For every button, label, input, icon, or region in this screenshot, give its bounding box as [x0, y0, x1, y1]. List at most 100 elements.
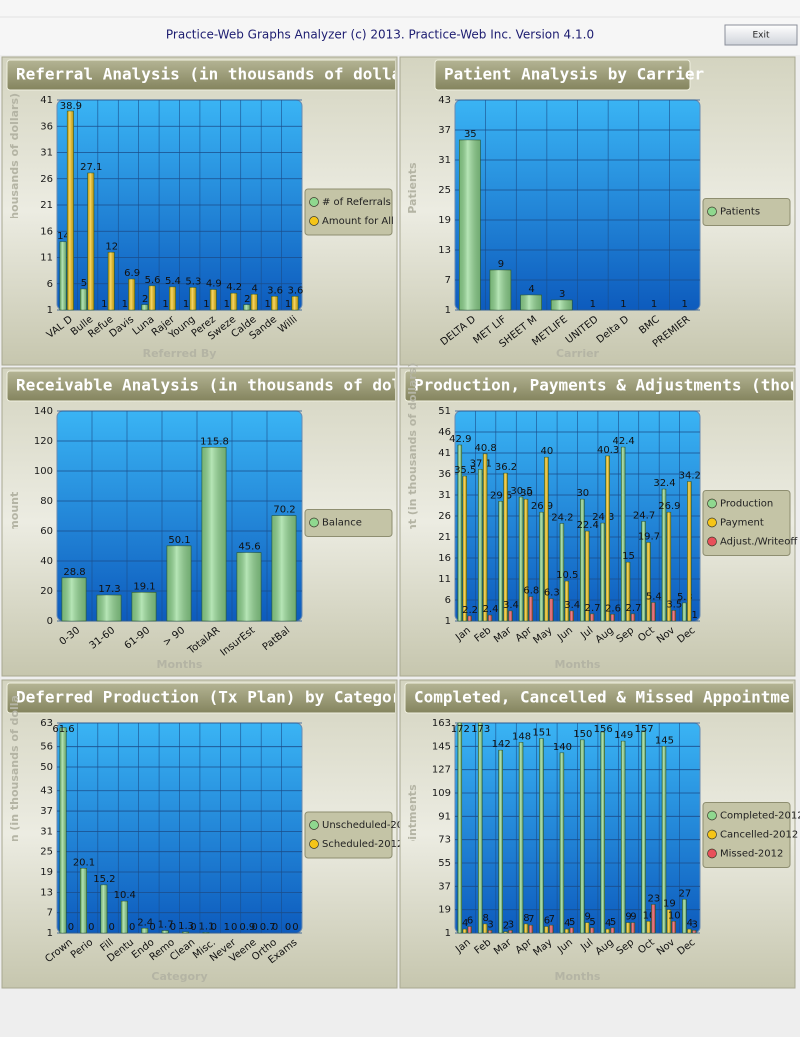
value-label: 6.3	[544, 588, 560, 599]
value-label: 142	[492, 739, 511, 750]
value-label: 0	[190, 922, 196, 933]
y-tick-label: 1	[445, 616, 451, 627]
value-label: 151	[532, 728, 551, 739]
bar-shade	[202, 447, 226, 621]
bar-shade	[606, 456, 610, 621]
bar-shade	[80, 289, 86, 310]
y-tick-label: 26	[40, 174, 53, 185]
y-tick-label: 13	[438, 245, 451, 256]
legend-swatch	[708, 849, 717, 858]
bar-shade	[601, 732, 605, 933]
value-label: 40.3	[597, 445, 619, 456]
bar-shade	[121, 901, 127, 933]
title-tab: Deferred Production (Tx Plan) by Categor…	[7, 683, 411, 713]
bar-shade	[488, 615, 492, 621]
value-label: 157	[635, 724, 654, 735]
bar-shade	[508, 611, 512, 621]
x-axis-label: Months	[555, 970, 601, 983]
bar-shade	[478, 723, 482, 933]
legend-box	[305, 189, 392, 235]
bar-shade	[271, 296, 277, 310]
bar-shade	[647, 921, 651, 933]
chart-panel: Patient Analysis by Carrier1713192531374…	[400, 57, 795, 365]
value-label: 0	[88, 922, 94, 933]
bar-shade	[169, 287, 175, 310]
y-tick-label: 80	[40, 496, 53, 507]
x-axis-label: Carrier	[556, 347, 600, 360]
value-label: 35.5	[454, 465, 476, 476]
y-tick-label: 56	[40, 742, 53, 753]
bar-shade	[490, 270, 511, 310]
y-tick-label: 145	[432, 741, 451, 752]
value-label: 5.4	[165, 276, 181, 287]
value-label: 34.2	[679, 471, 701, 482]
value-label: 10.4	[114, 890, 136, 901]
y-tick-label: 55	[438, 858, 451, 869]
bar-shade	[524, 924, 528, 933]
y-tick-label: 36	[40, 121, 53, 132]
value-label: 36.2	[495, 462, 517, 473]
bar-shade	[132, 592, 156, 621]
value-label: 3.5	[666, 600, 682, 611]
y-tick-label: 31	[438, 155, 451, 166]
value-label: 30	[576, 488, 589, 499]
chart-title: Completed, Cancelled & Missed Appointme	[414, 688, 790, 707]
value-label: 50.1	[168, 535, 190, 546]
value-label: 7	[528, 914, 534, 925]
y-tick-label: 25	[438, 185, 451, 196]
bar-shade	[651, 904, 655, 933]
bar-shade	[508, 930, 512, 933]
bar-shade	[499, 750, 503, 933]
y-tick-label: 109	[432, 788, 451, 799]
chart-title: Receivable Analysis (in thousands of dol…	[16, 376, 430, 395]
value-label: 0	[272, 922, 278, 933]
value-label: 6	[467, 916, 473, 927]
bar-shade	[692, 930, 696, 933]
bar-shade	[142, 305, 148, 310]
value-label: 3.4	[503, 600, 519, 611]
value-label: 5	[81, 278, 87, 289]
value-label: 4	[251, 283, 257, 294]
value-label: 27.1	[80, 162, 102, 173]
bar-shade	[529, 925, 533, 933]
value-label: 19.1	[133, 581, 155, 592]
y-tick-label: 60	[40, 526, 53, 537]
bar-shade	[458, 723, 462, 933]
bar-shade	[97, 595, 121, 621]
value-label: 0	[109, 922, 115, 933]
bar-shade	[463, 929, 467, 933]
value-label: 9	[630, 912, 636, 923]
value-label: 22.4	[577, 520, 599, 531]
value-label: 1	[162, 299, 168, 310]
value-label: 29.5	[490, 490, 512, 501]
y-tick-label: 16	[438, 553, 451, 564]
y-tick-label: 31	[438, 490, 451, 501]
legend-swatch	[708, 518, 717, 527]
bar-shade	[504, 473, 508, 621]
value-label: 28.8	[63, 567, 85, 578]
bar-shade	[687, 482, 691, 621]
bar-shade	[672, 921, 676, 933]
bar-shade	[621, 447, 625, 621]
value-label: 19.7	[638, 531, 660, 542]
legend-swatch	[708, 830, 717, 839]
legend-box	[305, 812, 392, 858]
exit-label[interactable]: Exit	[752, 31, 770, 41]
bar-shade	[551, 300, 572, 310]
bar-shade	[292, 296, 298, 310]
y-tick-label: 127	[432, 765, 451, 776]
chart-panel: Completed, Cancelled & Missed Appointme 1…	[400, 680, 800, 988]
value-label: 5.4	[646, 592, 662, 603]
bar-shade	[611, 614, 615, 621]
value-label: 156	[594, 724, 613, 735]
y-tick-label: 21	[438, 532, 451, 543]
bar-shade	[142, 928, 148, 933]
value-label: 1	[183, 299, 189, 310]
title-tab: Receivable Analysis (in thousands of dol…	[7, 371, 430, 401]
value-label: 5	[569, 917, 575, 928]
bar-shade	[149, 286, 155, 310]
bar-shade	[560, 753, 564, 933]
y-tick-label: 163	[432, 718, 451, 729]
y-tick-label: 1	[445, 928, 451, 939]
value-label: 1	[101, 299, 107, 310]
